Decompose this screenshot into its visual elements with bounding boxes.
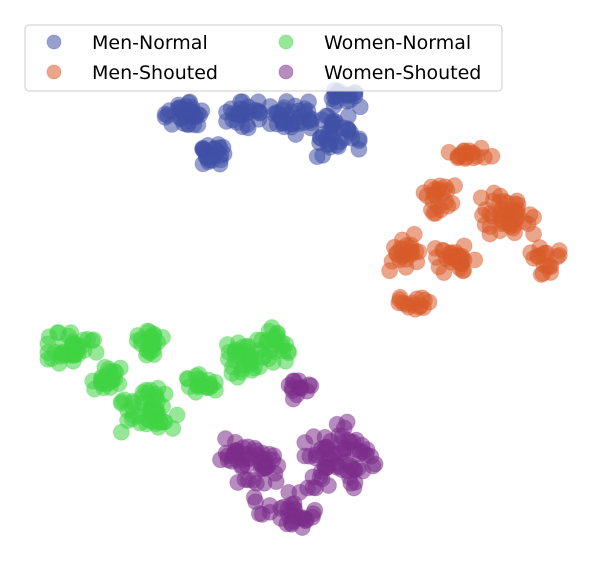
data-point — [245, 488, 263, 506]
data-point — [334, 119, 351, 137]
data-point — [412, 297, 430, 315]
data-point — [407, 243, 425, 261]
legend-label-women-normal: Women-Normal — [324, 32, 471, 54]
data-point — [277, 352, 295, 370]
data-point — [493, 215, 510, 233]
data-point — [180, 378, 198, 396]
data-point — [427, 249, 445, 266]
data-point — [318, 130, 335, 148]
data-point — [381, 262, 399, 280]
data-point — [350, 132, 368, 150]
data-point — [239, 471, 257, 489]
data-point — [156, 413, 174, 431]
data-point — [209, 136, 227, 153]
legend-entry-men-shouted: Men-Shouted — [46, 62, 218, 84]
data-point — [342, 474, 360, 492]
data-point — [200, 375, 218, 393]
data-point — [317, 459, 334, 477]
data-point — [154, 397, 172, 415]
series-women-normal — [39, 319, 298, 441]
data-point — [481, 225, 499, 243]
data-point — [264, 451, 282, 469]
legend-marker-men-normal — [46, 34, 62, 50]
data-point — [124, 392, 142, 410]
data-point — [233, 457, 251, 474]
data-point — [50, 324, 68, 342]
data-point — [443, 248, 461, 266]
data-point — [154, 328, 171, 346]
data-point — [439, 197, 457, 215]
legend-marker-women-normal — [278, 34, 294, 50]
data-point — [345, 460, 363, 478]
legend-entry-women-shouted: Women-Shouted — [278, 62, 481, 84]
data-point — [50, 354, 68, 372]
legend: Men-Normal Men-Shouted Women-Normal Wome… — [24, 24, 503, 92]
data-point — [259, 331, 277, 349]
legend-marker-men-shouted — [46, 64, 62, 80]
data-point — [449, 147, 467, 165]
data-point — [96, 358, 114, 376]
data-point — [203, 151, 221, 169]
data-point — [525, 208, 543, 226]
data-point — [286, 372, 303, 390]
data-point — [112, 423, 130, 441]
legend-box — [24, 24, 503, 92]
data-point — [525, 225, 543, 243]
legend-label-men-shouted: Men-Shouted — [92, 62, 218, 84]
data-point — [268, 115, 286, 133]
data-point — [328, 415, 346, 433]
data-point — [303, 110, 321, 128]
legend-entry-women-normal: Women-Normal — [278, 32, 471, 54]
legend-marker-women-shouted — [278, 64, 294, 80]
data-point — [422, 201, 440, 219]
data-point — [508, 209, 526, 227]
data-point — [168, 406, 186, 424]
data-point — [305, 428, 323, 446]
data-point — [344, 433, 362, 451]
data-point — [260, 350, 278, 368]
series-men-normal — [156, 81, 369, 173]
data-point — [472, 189, 490, 207]
data-point — [86, 380, 103, 398]
data-point — [405, 225, 423, 243]
data-point — [465, 149, 483, 167]
data-point — [300, 376, 318, 394]
data-point — [267, 473, 285, 491]
series-women-shouted — [212, 372, 384, 536]
data-point — [272, 499, 290, 517]
data-point — [294, 509, 312, 527]
data-point — [308, 443, 326, 461]
series-men-shouted — [381, 139, 568, 318]
points-layer — [39, 81, 568, 536]
data-point — [226, 433, 244, 451]
data-point — [231, 100, 249, 118]
data-point — [388, 245, 406, 263]
data-point — [217, 444, 235, 462]
data-point — [79, 330, 97, 348]
data-point — [229, 368, 247, 386]
data-point — [219, 350, 237, 368]
data-point — [466, 251, 484, 269]
data-point — [397, 295, 415, 313]
data-point — [320, 477, 337, 494]
data-point — [129, 327, 147, 344]
data-point — [180, 94, 198, 112]
data-point — [538, 244, 556, 262]
data-point — [278, 93, 296, 110]
legend-label-men-normal: Men-Normal — [92, 32, 208, 54]
legend-entry-men-normal: Men-Normal — [46, 32, 208, 54]
data-point — [474, 206, 491, 224]
data-point — [138, 346, 155, 364]
data-point — [239, 119, 257, 137]
legend-label-women-shouted: Women-Shouted — [324, 62, 481, 84]
data-point — [65, 335, 83, 352]
